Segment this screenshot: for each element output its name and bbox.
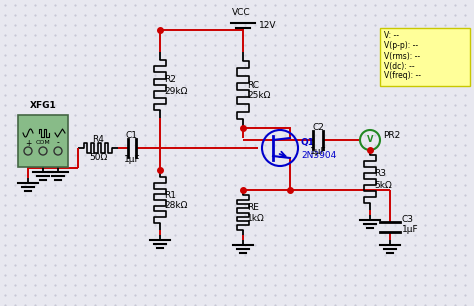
- Text: 5kΩ: 5kΩ: [374, 181, 392, 189]
- Text: V(p-p): --: V(p-p): --: [384, 42, 418, 50]
- Text: R3: R3: [374, 170, 386, 178]
- Text: V(freq): --: V(freq): --: [384, 72, 421, 80]
- Text: C1: C1: [126, 132, 138, 140]
- Text: C3: C3: [402, 215, 414, 223]
- Text: 1μF: 1μF: [124, 155, 140, 165]
- Text: RC: RC: [247, 80, 259, 89]
- Text: 50Ω: 50Ω: [89, 152, 107, 162]
- Text: 2N3904: 2N3904: [301, 151, 336, 159]
- Text: -: -: [56, 139, 59, 147]
- FancyBboxPatch shape: [18, 115, 68, 167]
- FancyBboxPatch shape: [380, 28, 470, 86]
- Text: Q1: Q1: [301, 139, 315, 147]
- Text: 12V: 12V: [259, 21, 276, 29]
- Text: 29kΩ: 29kΩ: [164, 87, 187, 95]
- Text: V: V: [367, 136, 373, 144]
- Text: R1: R1: [164, 191, 176, 200]
- Text: V: --: V: --: [384, 32, 399, 40]
- Text: R2: R2: [164, 76, 176, 84]
- Text: PR2: PR2: [383, 132, 400, 140]
- Text: 1μF: 1μF: [310, 147, 326, 156]
- Text: COM: COM: [36, 140, 50, 145]
- Text: R4: R4: [92, 135, 104, 144]
- Text: C2: C2: [312, 124, 324, 132]
- Text: V(rms): --: V(rms): --: [384, 51, 420, 61]
- Text: XFG1: XFG1: [29, 101, 56, 110]
- Text: 28kΩ: 28kΩ: [164, 201, 187, 211]
- Text: 25kΩ: 25kΩ: [247, 91, 270, 100]
- Text: 1μF: 1μF: [402, 226, 419, 234]
- Text: RE: RE: [247, 203, 259, 212]
- Text: VCC: VCC: [232, 8, 250, 17]
- Text: V(dc): --: V(dc): --: [384, 62, 415, 70]
- Text: 1kΩ: 1kΩ: [247, 214, 265, 223]
- Text: +: +: [25, 139, 31, 147]
